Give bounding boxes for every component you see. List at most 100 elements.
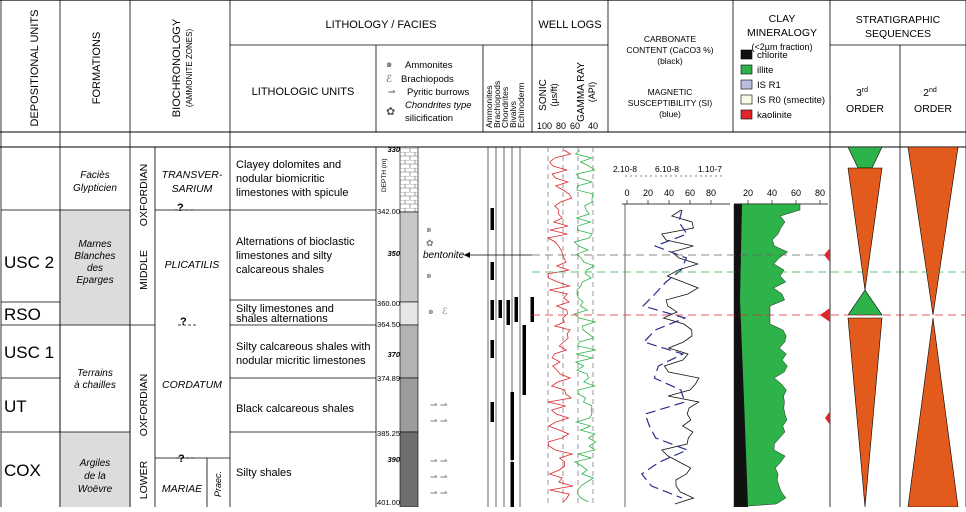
header-depositional-units: DEPOSITIONAL UNITS	[29, 10, 41, 127]
lithology-black-shales	[399, 377, 419, 433]
clay-legend-swatch	[740, 64, 753, 75]
carbonate-tick-label: 40	[664, 188, 674, 198]
strat-title-2: SEQUENCES	[865, 28, 931, 40]
kaolinite-spike	[824, 248, 830, 262]
fossil-legend-brachiopods: Brachiopods	[401, 74, 454, 85]
clay-legend-swatch	[740, 79, 753, 90]
gamma-tick-40: 40	[588, 121, 598, 131]
burrow-icon: ⇀ ⇀	[430, 456, 448, 466]
zone-boundary-question-2: ?	[180, 316, 187, 328]
bentonite-label: bentonite	[423, 250, 465, 261]
unit-rso: RSO	[4, 305, 41, 324]
depth-330: 330	[387, 145, 400, 154]
litho-unit-5: Black calcareous shales	[236, 403, 355, 415]
stage-oxfordian-lower: OXFORDIAN	[138, 374, 150, 436]
fossil-occurrence-bar	[530, 297, 534, 322]
formation-argiles: Argiles de la Woëvre	[78, 458, 113, 495]
third-order-order: ORDER	[846, 103, 884, 115]
stage-labels: OXFORDIAN MIDDLE OXFORDIAN LOWER	[138, 164, 150, 499]
ammonite-icon: ๑	[428, 306, 434, 316]
carbonate-tick-label: 0	[624, 188, 629, 198]
magnetic-title-3: (blue)	[659, 109, 681, 119]
fossil-col-chondrites: Chondrites	[500, 87, 510, 128]
fossil-col-brachiopods: Brachiopods	[492, 81, 502, 128]
clay-title-2: MINERALOGY	[747, 27, 817, 39]
lithology-alternations	[399, 211, 419, 303]
fossil-legend: ๑ Ammonites ℰ Brachiopods ⇀ Pyritic burr…	[386, 59, 472, 124]
zone-labels: TRANSVER-SARIUM PLICATILIS CORDATUM MARI…	[162, 169, 223, 497]
header-lithologic-units: LITHOLOGIC UNITS	[252, 86, 355, 98]
fossil-col-ammonites: Ammonites	[484, 85, 494, 128]
zone-transversarium: TRANSVER-SARIUM	[162, 169, 223, 195]
second-order-label: 2nd	[923, 87, 937, 99]
carbonate-curve	[661, 209, 700, 505]
brachiopod-icon: ℰ	[442, 306, 448, 316]
clay-tick-label: 80	[815, 188, 825, 198]
header-biochronology: BIOCHRONOLOGY	[171, 18, 183, 117]
third-order-green-mid	[847, 289, 883, 316]
chondrites-icon: ✿	[426, 238, 434, 248]
body: ? ? ? DEPTH (m) 330 342.00 350 360.00 36…	[1, 145, 966, 508]
formation-marnes: Marnes Blanches des Eparges	[74, 239, 115, 286]
header-lithology-title: LITHOLOGY / FACIES	[325, 19, 436, 31]
unit-usc1: USC 1	[4, 343, 54, 362]
header-gamma-unit: (API)	[587, 82, 597, 103]
header-gamma: GAMMA RAY	[576, 62, 587, 122]
clay-legend-label-1: illite	[757, 65, 773, 76]
third-order-green-top	[847, 146, 883, 169]
sonic-tick-100: 100	[537, 121, 552, 131]
clay-legend-label-4: kaolinite	[757, 110, 792, 121]
ammonite-icon: ๑	[426, 224, 432, 234]
fossil-legend-chondrites: Chondrites type	[405, 100, 472, 111]
carbonate-title-3: (black)	[657, 56, 683, 66]
ammonite-icon: ๑	[386, 59, 392, 70]
burrow-icon: ⇀ ⇀	[430, 400, 448, 410]
third-order-label: 3rd	[856, 87, 868, 99]
burrow-icon: ⇀ ⇀	[430, 472, 448, 482]
fossil-occurrence-bar	[514, 297, 518, 322]
unit-cox: COX	[4, 461, 41, 480]
fossil-occurrence-bar	[522, 325, 526, 395]
clay-legend-swatch	[740, 94, 753, 105]
header-formations: FORMATIONS	[91, 32, 103, 105]
clay-legend-label-3: IS R0 (smectite)	[757, 95, 825, 106]
lithology-dolomite	[399, 146, 419, 213]
fossil-occurrence-bar	[510, 462, 514, 507]
formation-glypticien: Faciès Glypticien	[73, 170, 117, 194]
burrow-icon: ⇀	[388, 87, 396, 97]
magnetic-tick-label: 2.10-8	[613, 164, 637, 174]
chlorite-area	[734, 204, 748, 507]
third-order-orange-upper	[847, 167, 883, 291]
lithology-silty-shales	[399, 324, 419, 379]
kaolinite-spike	[825, 411, 830, 425]
fossil-legend-ammonites: Ammonites	[405, 60, 453, 71]
fossil-legend-pyritic: Pyritic burrows	[407, 87, 470, 98]
formation-labels: Faciès Glypticien Marnes Blanches des Eparge…	[73, 170, 117, 495]
formation-terrains: Terrains à chailles	[74, 368, 116, 391]
unit-labels: USC 2 RSO USC 1 UT COX	[4, 253, 54, 480]
depth-370: 370	[387, 350, 400, 359]
fossil-legend-silicification: silicification	[405, 113, 453, 124]
unit-usc2: USC 2	[4, 253, 54, 272]
carbonate-title-2: CONTENT (CaCO3 %)	[626, 45, 713, 55]
fossil-column-headers: Ammonites Brachiopods Chondrites Bivalvs…	[484, 81, 526, 128]
magnetic-tick-label: 6.10-8	[655, 164, 679, 174]
second-order-order: ORDER	[914, 103, 952, 115]
depth-390: 390	[387, 455, 400, 464]
second-order-lower	[907, 317, 959, 508]
fossil-markers: ๑ ✿ ๑ ๑ ℰ ⇀ ⇀ ⇀ ⇀ ⇀ ⇀ ⇀ ⇀ ⇀ ⇀	[426, 224, 448, 498]
formation-grey-upper	[60, 210, 130, 325]
header-sonic-unit: (µs/ft)	[549, 83, 559, 106]
depth-342: 342.00	[377, 207, 400, 216]
stage-lower: LOWER	[138, 460, 150, 499]
ammonite-icon: ๑	[426, 270, 432, 280]
magnetic-tick-label: 1.10-7	[698, 164, 722, 174]
clay-legend-label-0: chlorite	[757, 50, 788, 61]
fossil-occurrence-bar	[490, 262, 494, 280]
clay-legend-label-2: IS R1	[757, 80, 781, 91]
fossil-occurrence-bar	[490, 300, 494, 320]
litho-unit-2: Alternations of bioclastic limestones and…	[236, 236, 355, 276]
sonic-tick-80: 80	[556, 121, 566, 131]
illite-area	[733, 203, 801, 508]
